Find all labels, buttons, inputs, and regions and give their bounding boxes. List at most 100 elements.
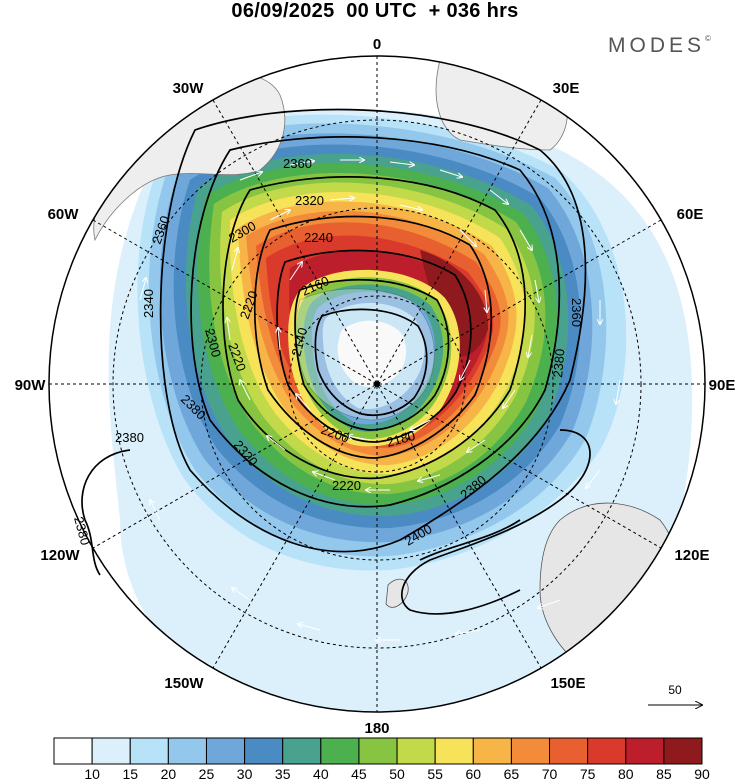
contour-label: 2180 [385, 428, 417, 450]
colorbar-tick-label: 70 [542, 766, 558, 782]
brand-logo: MODES© [608, 34, 711, 58]
contour-2380-west [81, 449, 131, 576]
colorbar-tick-label: 55 [427, 766, 443, 782]
lon-label-90e: 90E [709, 377, 736, 394]
wind-vector [269, 210, 290, 221]
wind-vector [586, 469, 601, 488]
colorbar-swatch [510, 737, 551, 765]
wind-vector [232, 588, 251, 601]
colorbar-tick-label: 45 [351, 766, 367, 782]
lon-label-60w: 60W [48, 206, 80, 223]
wind-vector [231, 248, 238, 271]
wind-vector [534, 279, 539, 302]
contour-label: 2380 [550, 348, 567, 378]
reference-vector-label: 50 [668, 683, 682, 697]
wind-vector [278, 328, 280, 351]
contour-label: 2340 [141, 289, 156, 318]
wind-vector [313, 472, 336, 481]
lon-label-30e: 30E [553, 80, 580, 97]
contour-2160 [294, 278, 450, 431]
wind-vector [227, 318, 230, 341]
contour-label: 2300 [202, 327, 224, 359]
colorbar-swatch [625, 737, 665, 765]
wind-vector [150, 500, 161, 521]
colorbar-swatch [282, 737, 322, 765]
lon-label-120w: 120W [40, 547, 80, 564]
contour-label: 2360 [569, 298, 584, 327]
copyright-mark: © [705, 34, 711, 43]
wind-vector [418, 474, 441, 481]
contour-2140 [314, 308, 428, 417]
wind-vector [503, 389, 516, 408]
lon-label-180: 180 [364, 720, 389, 737]
colorbar-tick-label: 25 [199, 766, 215, 782]
wind-vector [485, 289, 487, 312]
wind-vector [456, 629, 481, 634]
colorbar-tick-label: 90 [694, 766, 710, 782]
colorbar-tick-label: 15 [122, 766, 138, 782]
wind-vector [389, 162, 414, 165]
wind-vector [139, 278, 146, 301]
contour-2240 [253, 215, 492, 459]
lon-label-30w: 30W [173, 80, 205, 97]
colorbar-tick-label: 60 [466, 766, 482, 782]
colorbar-swatch [549, 737, 589, 765]
wind-vector [399, 204, 422, 210]
africa [435, 59, 568, 151]
colorbar-tick-label: 20 [161, 766, 177, 782]
map-title: 06/09/2025 00 UTC + 036 hrs [231, 0, 519, 22]
colorbar-tick-label: 30 [237, 766, 253, 782]
wind-vector [329, 198, 354, 200]
colorbar-swatch [320, 737, 360, 765]
contour-2380-south [401, 429, 591, 615]
wind-vector [467, 439, 486, 452]
wind-vector [460, 359, 471, 380]
brand-name: MODES [608, 34, 706, 57]
colorbar-tick-label: 40 [313, 766, 329, 782]
wind-vector [538, 599, 561, 608]
wind-vector [528, 334, 533, 357]
wind-vector [240, 380, 251, 401]
colorbar-tick-label: 80 [618, 766, 634, 782]
colorbar-tick-label: 85 [656, 766, 672, 782]
wind-vector [289, 161, 314, 166]
colorbar-tick-label: 50 [389, 766, 405, 782]
lon-label-150e: 150E [550, 675, 585, 692]
antarctica-coast [295, 288, 435, 421]
wind-vector [298, 624, 321, 631]
wind-vector [239, 172, 262, 181]
map-boundary [48, 55, 706, 713]
colorbar-swatch [205, 737, 246, 765]
wind-vector [296, 394, 311, 411]
contour-2400 [419, 519, 521, 561]
contour-label: 2220 [332, 478, 361, 493]
graticule [49, 56, 705, 712]
longitude-labels: 0 180 90W 90E 30W 30E 60W 60E 120W 120E … [15, 36, 736, 737]
colorbar-tick-label: 35 [275, 766, 291, 782]
core-band-10 [337, 320, 407, 387]
colorbar-swatch [91, 737, 131, 765]
contour-label: 2240 [304, 230, 333, 245]
colorbar-swatch [244, 737, 284, 765]
lon-label-60e: 60E [677, 206, 704, 223]
wind-vector [459, 229, 476, 246]
wind-vector [519, 229, 532, 250]
wind-vector [410, 419, 431, 430]
wind-vector [616, 379, 621, 404]
contour-label: 2380 [115, 430, 144, 445]
colorbar-swatch [472, 737, 512, 765]
contour-2380-outer [159, 108, 587, 553]
colorbar-swatch [129, 737, 169, 765]
wind-vector [439, 169, 462, 177]
lon-label-120e: 120E [674, 547, 709, 564]
colorbar-swatch [358, 737, 398, 765]
colorbar-swatch [53, 737, 93, 765]
wind-vector [289, 262, 302, 281]
colorbar-swatch [434, 737, 474, 765]
contour-label: 2360 [283, 156, 312, 171]
contour-2320 [222, 176, 527, 480]
contour-2360 [190, 136, 561, 508]
wind-vector [267, 436, 286, 451]
height-contours [81, 108, 591, 615]
colorbar-tick-label: 75 [580, 766, 596, 782]
